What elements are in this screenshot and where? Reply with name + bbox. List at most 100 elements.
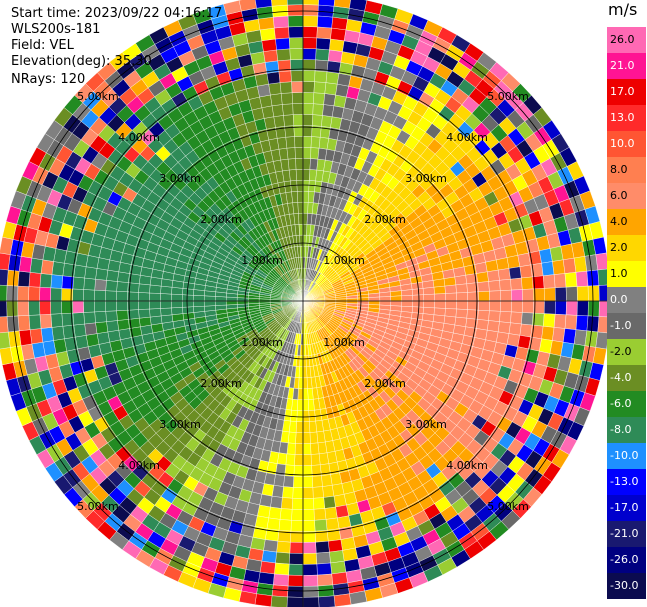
range-gate [258, 571, 275, 586]
range-gate [434, 300, 446, 309]
range-gate [312, 486, 324, 499]
range-gate [307, 388, 314, 400]
colorbar-swatch [607, 573, 646, 599]
range-gate [412, 300, 424, 308]
range-gate [368, 296, 381, 302]
range-gate [276, 541, 291, 554]
range-gate [96, 331, 110, 345]
range-gate [288, 26, 304, 39]
range-gate [576, 300, 589, 317]
range-gate [519, 264, 533, 279]
range-gate [564, 272, 578, 288]
range-gate [401, 289, 413, 296]
range-gate [317, 15, 333, 29]
range-gate [282, 103, 294, 116]
range-gate [543, 313, 556, 328]
range-gate [498, 268, 511, 281]
range-gate [302, 498, 315, 510]
range-gate [273, 115, 285, 128]
range-gate [116, 291, 128, 302]
range-gate [575, 315, 589, 331]
range-gate [496, 257, 510, 271]
range-gate [313, 508, 327, 521]
range-gate [275, 551, 290, 565]
range-gate [84, 266, 98, 280]
range-gate [6, 300, 19, 317]
range-gate [423, 300, 435, 309]
range-gate [292, 202, 299, 214]
range-gate [499, 279, 512, 291]
range-gate [401, 300, 413, 307]
range-gate [576, 285, 589, 302]
range-gate [315, 48, 330, 61]
range-gate [521, 312, 534, 326]
range-gate [488, 280, 501, 292]
range-gate [297, 202, 304, 214]
colorbar-tick-label: -1.0 [610, 319, 632, 332]
range-ring-label: 2.00km [200, 377, 242, 390]
range-gate [511, 289, 523, 302]
colorbar-tick-label: -2.0 [610, 345, 632, 358]
range-gate [379, 296, 391, 302]
range-gate [563, 257, 577, 274]
range-gate [261, 38, 277, 52]
range-gate [278, 70, 292, 83]
range-gate [298, 377, 304, 389]
range-gate [139, 316, 152, 328]
range-ring-label: 5.00km [487, 90, 529, 103]
range-gate [295, 158, 304, 170]
range-gate [94, 279, 107, 291]
range-gate [333, 0, 351, 9]
range-gate [454, 274, 467, 286]
colorbar-swatch [607, 339, 646, 365]
colorbar-swatch [607, 209, 646, 235]
range-gate [485, 259, 499, 272]
range-ring-label: 4.00km [118, 131, 160, 144]
range-gate [261, 105, 274, 119]
range-gate [290, 520, 304, 532]
range-gate [508, 322, 522, 336]
range-gate [204, 305, 216, 312]
range-gate [171, 307, 184, 315]
range-gate [312, 103, 324, 116]
range-gate [302, 542, 317, 554]
range-gate [302, 158, 311, 170]
range-gate [95, 268, 108, 281]
range-gate [193, 300, 205, 307]
range-gate [309, 420, 317, 433]
range-gate [6, 285, 19, 302]
range-gate [271, 485, 284, 498]
range-gate [511, 300, 523, 313]
range-gate [313, 92, 325, 105]
range-gate [294, 454, 304, 466]
colorbar-swatch [607, 27, 646, 53]
range-gate [302, 454, 312, 466]
range-gate [445, 300, 457, 310]
range-gate [270, 595, 288, 607]
range-gate [552, 327, 566, 343]
range-gate [302, 103, 314, 115]
range-gate [138, 300, 150, 310]
range-ring-label: 1.00km [323, 254, 365, 267]
range-gate [292, 487, 304, 499]
range-gate [575, 271, 589, 287]
range-gate [331, 571, 348, 586]
range-gate [295, 169, 304, 181]
range-gate [302, 136, 312, 148]
range-gate [289, 48, 304, 60]
range-gate [510, 311, 523, 325]
range-gate [422, 287, 435, 295]
range-gate [294, 136, 304, 148]
range-gate [73, 323, 87, 338]
range-ring-label: 1.00km [241, 336, 283, 349]
range-gate [106, 269, 119, 282]
colorbar-swatch [607, 287, 646, 313]
range-gate [289, 37, 304, 49]
range-gate [85, 333, 100, 347]
range-gate [302, 114, 313, 126]
range-ring-label: 3.00km [159, 172, 201, 185]
range-gate [28, 286, 41, 302]
range-gate [259, 94, 273, 108]
range-gate [105, 310, 118, 322]
colorbar-swatch [607, 365, 646, 391]
